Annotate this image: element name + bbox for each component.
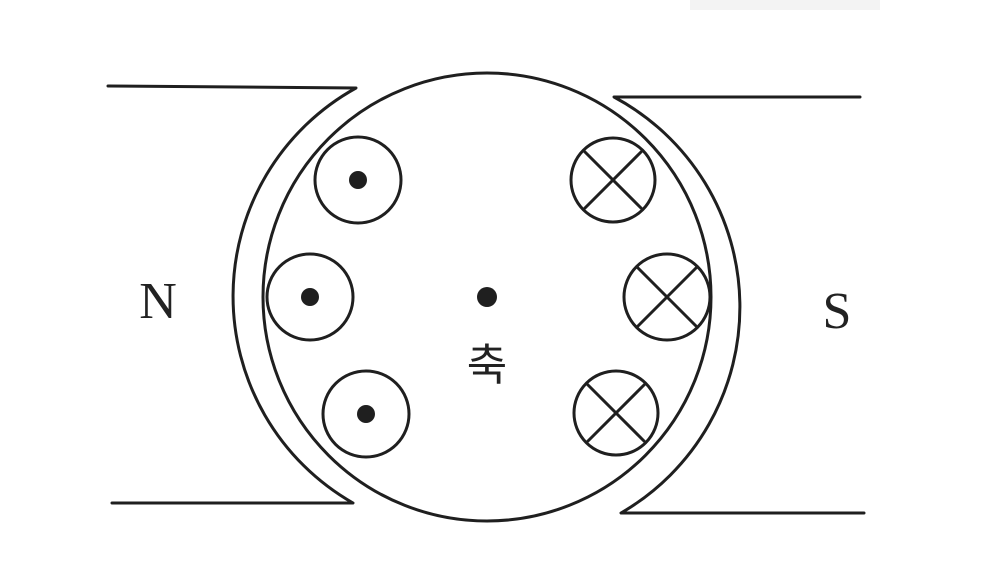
- north-pole-label: N: [139, 273, 177, 330]
- conductor-out-2: [265, 252, 355, 342]
- conductor-in-1: [569, 136, 657, 224]
- south-pole-piece: [612, 95, 866, 515]
- north-pole-piece: [106, 84, 358, 505]
- scan-smudge: [690, 0, 880, 10]
- south-pole-label: S: [823, 283, 852, 340]
- conductor-out-1: [313, 135, 403, 225]
- axis-label: 축: [467, 340, 507, 391]
- conductor-in-3: [572, 369, 660, 457]
- conductor-out-3: [321, 369, 411, 459]
- conductor-in-2: [622, 252, 712, 342]
- shaft-dot: [477, 287, 497, 307]
